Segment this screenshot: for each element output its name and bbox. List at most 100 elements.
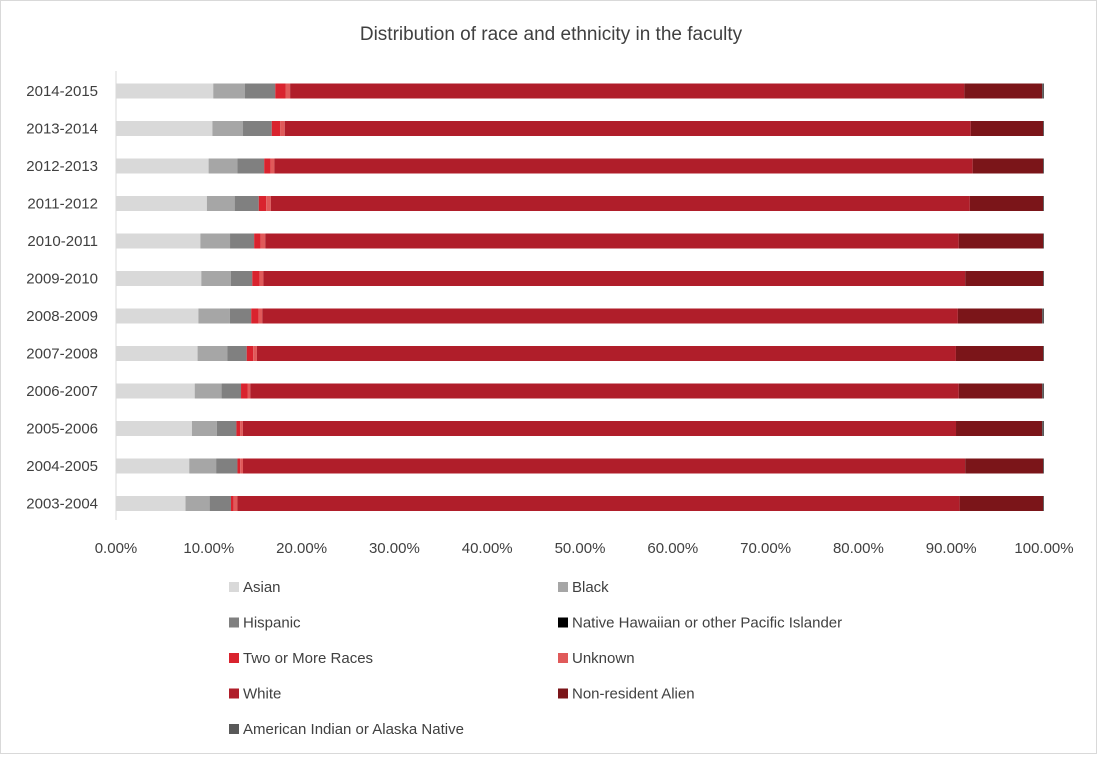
legend-label: Non-resident Alien bbox=[572, 686, 695, 703]
x-tick-label: 20.00% bbox=[276, 540, 327, 557]
category-label: 2003-2004 bbox=[26, 496, 98, 513]
bar-segment bbox=[970, 121, 1044, 136]
legend-label: Unknown bbox=[572, 650, 635, 667]
category-label: 2014-2015 bbox=[26, 83, 98, 100]
bar-segment bbox=[200, 233, 231, 249]
x-tick-label: 50.00% bbox=[555, 540, 606, 557]
bars-layer bbox=[116, 83, 1044, 511]
x-tick-label: 10.00% bbox=[183, 540, 234, 557]
x-tick-label: 80.00% bbox=[833, 540, 884, 557]
legend-swatch bbox=[229, 653, 239, 663]
bar-segment bbox=[1043, 121, 1044, 136]
bar-segment bbox=[216, 458, 238, 474]
bar-segment bbox=[1043, 496, 1044, 511]
x-tick-label: 40.00% bbox=[462, 540, 513, 557]
bar-row-2009-2010 bbox=[116, 271, 1044, 286]
bar-segment bbox=[216, 421, 237, 436]
category-labels: 2014-2015 2013-2014 2012-2013 2011-2012 2010… bbox=[26, 83, 98, 513]
bar-segment bbox=[213, 83, 245, 99]
bar-segment bbox=[237, 158, 265, 174]
x-tick-labels: 0.00% 10.00% 20.00% 30.00% 40.00% 50.00% 60.00… bbox=[95, 540, 1074, 557]
bar-segment bbox=[241, 383, 248, 399]
legend-label: Hispanic bbox=[243, 615, 301, 632]
bar-segment bbox=[116, 458, 190, 474]
bar-segment bbox=[252, 271, 260, 286]
x-tick-label: 0.00% bbox=[95, 540, 138, 557]
bar-segment bbox=[253, 346, 257, 361]
bar-segment bbox=[955, 346, 1044, 361]
category-label: 2012-2013 bbox=[26, 158, 98, 175]
bar-segment bbox=[243, 121, 272, 136]
legend-label: Native Hawaiian or other Pacific Islande… bbox=[572, 615, 842, 632]
bar-segment bbox=[271, 121, 281, 136]
bar-segment bbox=[958, 383, 1043, 399]
bar-segment bbox=[957, 308, 1043, 324]
category-label: 2008-2009 bbox=[26, 308, 98, 325]
bar-segment bbox=[284, 121, 971, 136]
bar-row-2013-2014 bbox=[116, 121, 1044, 136]
bar-segment bbox=[972, 158, 1044, 174]
bar-segment bbox=[250, 383, 959, 399]
bar-segment bbox=[116, 421, 192, 436]
legend-label: Two or More Races bbox=[243, 650, 373, 667]
bar-segment bbox=[116, 196, 207, 211]
bar-segment bbox=[197, 346, 228, 361]
legend-label: White bbox=[243, 686, 281, 703]
bar-segment bbox=[1043, 196, 1044, 211]
bar-segment bbox=[959, 496, 1044, 511]
bar-segment bbox=[116, 346, 198, 361]
x-tick-label: 100.00% bbox=[1014, 540, 1073, 557]
bar-segment bbox=[243, 458, 966, 474]
bar-row-2011-2012 bbox=[116, 196, 1044, 211]
bar-segment bbox=[1043, 346, 1044, 361]
bar-segment bbox=[208, 158, 238, 174]
bar-segment bbox=[116, 271, 202, 286]
bar-segment bbox=[116, 496, 186, 511]
bar-row-2010-2011 bbox=[116, 233, 1044, 249]
bar-segment bbox=[264, 158, 271, 174]
legend-entry: Hispanic bbox=[229, 615, 301, 632]
category-label: 2005-2006 bbox=[26, 421, 98, 438]
bar-segment bbox=[206, 196, 235, 211]
bar-segment bbox=[1042, 83, 1044, 99]
legend-entry: American Indian or Alaska Native bbox=[229, 721, 464, 738]
legend-entry: Non-resident Alien bbox=[558, 686, 695, 703]
bar-segment bbox=[116, 233, 201, 249]
bar-segment bbox=[244, 83, 276, 99]
legend-swatch bbox=[229, 724, 239, 734]
bar-segment bbox=[274, 158, 973, 174]
bar-segment bbox=[270, 196, 970, 211]
bar-segment bbox=[236, 421, 241, 436]
x-tick-label: 30.00% bbox=[369, 540, 420, 557]
bar-segment bbox=[233, 496, 238, 511]
bar-segment bbox=[275, 83, 286, 99]
bar-segment bbox=[265, 233, 959, 249]
chart-title: Distribution of race and ethnicity in th… bbox=[360, 24, 743, 45]
x-tick-label: 60.00% bbox=[647, 540, 698, 557]
bar-segment bbox=[262, 308, 958, 324]
bar-segment bbox=[240, 458, 244, 474]
legend-swatch bbox=[229, 617, 239, 628]
bar-segment bbox=[230, 271, 253, 286]
legend-swatch bbox=[558, 688, 568, 699]
legend-entry: Native Hawaiian or other Pacific Islande… bbox=[558, 615, 842, 632]
legend-label: Black bbox=[572, 579, 609, 596]
bar-segment bbox=[227, 346, 247, 361]
x-tick-label: 70.00% bbox=[740, 540, 791, 557]
bar-segment bbox=[212, 121, 244, 136]
bar-segment bbox=[247, 383, 251, 399]
bar-segment bbox=[285, 83, 291, 99]
bar-segment bbox=[258, 196, 267, 211]
bar-segment bbox=[201, 271, 231, 286]
bar-segment bbox=[194, 383, 222, 399]
bar-segment bbox=[965, 271, 1044, 286]
legend-label: Asian bbox=[243, 579, 281, 596]
legend-swatch bbox=[229, 688, 239, 699]
bar-row-2007-2008 bbox=[116, 346, 1044, 361]
bar-segment bbox=[270, 158, 275, 174]
bar-segment bbox=[259, 271, 264, 286]
bar-segment bbox=[1043, 271, 1044, 286]
bar-segment bbox=[230, 233, 255, 249]
bar-row-2008-2009 bbox=[116, 308, 1044, 324]
